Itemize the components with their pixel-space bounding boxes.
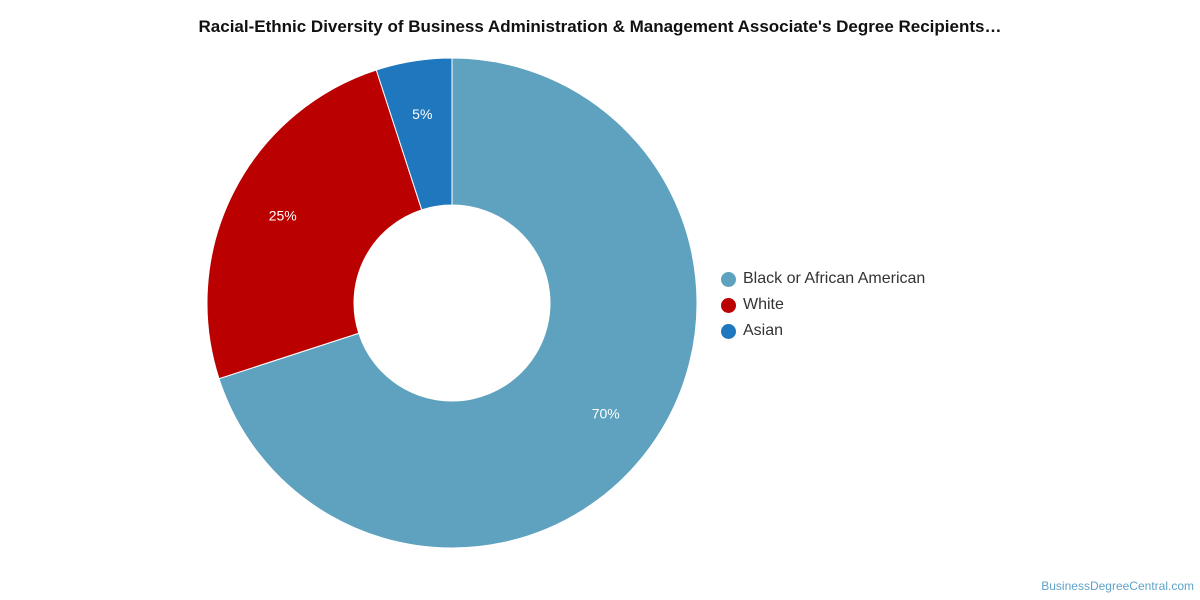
slice-value-label: 5% [412,106,432,122]
legend-label: Asian [743,322,784,339]
legend-swatch [721,271,736,287]
slice-value-label: 25% [269,207,297,223]
legend-item[interactable]: Black or African American [721,266,925,292]
legend-label: White [743,296,784,313]
donut-slice-black-or-african-american[interactable] [218,57,698,549]
donut-slice-asian[interactable] [375,57,453,211]
legend-swatch [721,297,736,313]
legend-label: Black or African American [743,270,926,287]
legend-item[interactable]: White [721,292,925,318]
source-watermark[interactable]: BusinessDegreeCentral.com [1041,579,1194,593]
slice-value-label: 70% [592,405,620,421]
legend-swatch [721,323,736,339]
chart-legend: Black or African American White Asian [721,266,925,344]
legend-item[interactable]: Asian [721,318,925,344]
chart-title: Racial-Ethnic Diversity of Business Admi… [198,17,1002,36]
donut-slice-white[interactable] [206,69,423,380]
